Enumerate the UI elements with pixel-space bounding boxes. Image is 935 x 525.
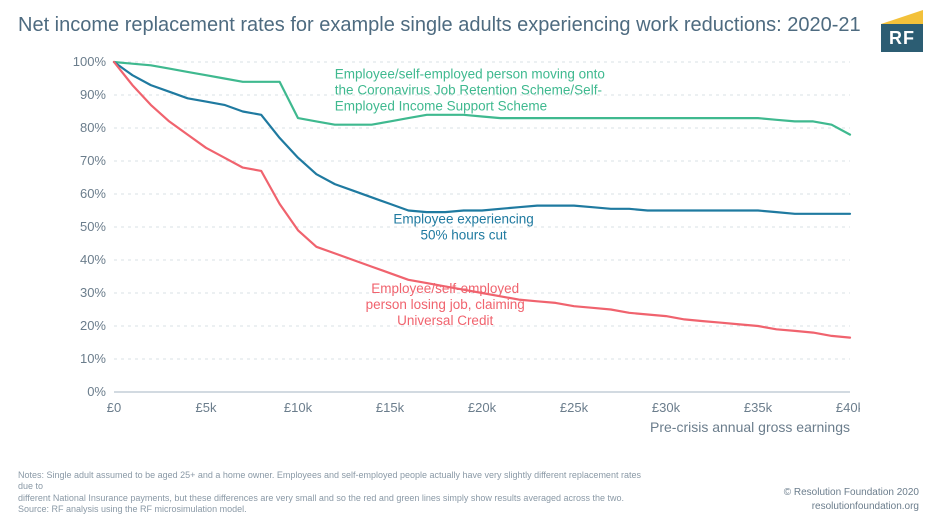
chart-title: Net income replacement rates for example… — [18, 14, 861, 37]
svg-text:100%: 100% — [73, 56, 107, 69]
svg-text:Employee experiencing50% hours: Employee experiencing50% hours cut — [393, 212, 533, 243]
logo-accent — [881, 10, 923, 24]
svg-text:£30k: £30k — [652, 400, 681, 415]
credit: © Resolution Foundation 2020resolutionfo… — [784, 486, 919, 513]
logo-text: RF — [881, 24, 923, 52]
credit-line: © Resolution Foundation 2020 — [784, 486, 919, 500]
svg-text:£0: £0 — [107, 400, 121, 415]
chart-svg: 0% 10% 20% 30% 40% 50% 60% 70% 80% 90% 100% £0 £5k £1… — [60, 56, 860, 436]
svg-text:50%: 50% — [80, 219, 106, 234]
svg-text:£35k: £35k — [744, 400, 773, 415]
svg-text:£25k: £25k — [560, 400, 589, 415]
line-chart: 0% 10% 20% 30% 40% 50% 60% 70% 80% 90% 100% £0 £5k £1… — [60, 56, 860, 436]
svg-text:£10k: £10k — [284, 400, 313, 415]
footnote-line: Notes: Single adult assumed to be aged 2… — [18, 470, 658, 493]
svg-text:£20k: £20k — [468, 400, 497, 415]
footnotes: Notes: Single adult assumed to be aged 2… — [18, 470, 658, 515]
footnote-line: different National Insurance payments, b… — [18, 493, 658, 504]
svg-text:60%: 60% — [80, 186, 106, 201]
svg-text:40%: 40% — [80, 252, 106, 267]
svg-text:£5k: £5k — [196, 400, 217, 415]
footnote-line: Source: RF analysis using the RF microsi… — [18, 504, 658, 515]
svg-text:£15k: £15k — [376, 400, 405, 415]
svg-text:80%: 80% — [80, 120, 106, 135]
svg-text:Pre-crisis annual gross earnin: Pre-crisis annual gross earnings — [650, 419, 850, 435]
svg-text:0%: 0% — [87, 384, 106, 399]
rf-logo: RF — [881, 10, 923, 52]
credit-line: resolutionfoundation.org — [784, 500, 919, 514]
svg-text:10%: 10% — [80, 351, 106, 366]
svg-text:£40k: £40k — [836, 400, 860, 415]
svg-text:30%: 30% — [80, 285, 106, 300]
svg-text:Employee/self-employedperson l: Employee/self-employedperson losing job,… — [366, 281, 525, 328]
svg-text:90%: 90% — [80, 87, 106, 102]
svg-text:Employee/self-employed person: Employee/self-employed person moving ont… — [335, 67, 605, 114]
svg-text:70%: 70% — [80, 153, 106, 168]
svg-text:20%: 20% — [80, 318, 106, 333]
